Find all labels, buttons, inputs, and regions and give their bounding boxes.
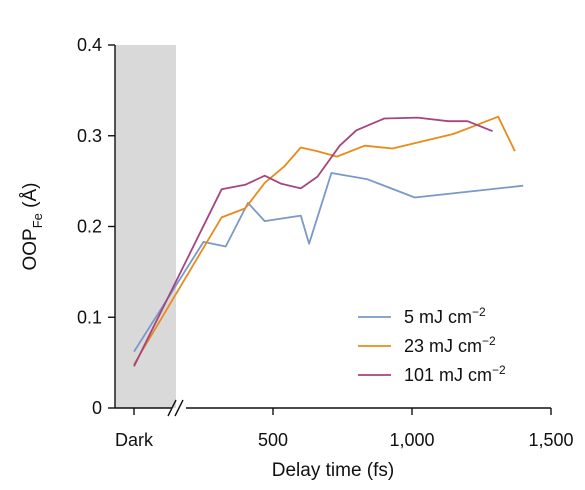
x-axis-title: Delay time (fs) bbox=[272, 460, 394, 481]
series-line-2 bbox=[133, 115, 516, 365]
legend-label: 5 mJ cm−2 bbox=[404, 305, 486, 327]
y-tick-label: 0 bbox=[92, 398, 102, 418]
y-axis-title-main: OOP bbox=[20, 228, 41, 270]
y-axis-title: OOPFe (Å) bbox=[20, 182, 45, 270]
series-layer bbox=[133, 115, 524, 367]
series-line-3 bbox=[133, 116, 493, 367]
y-ticks: 0 0.1 0.2 0.3 0.4 bbox=[77, 35, 115, 418]
axis-break-mark bbox=[167, 399, 184, 417]
x-tick-label: 1,000 bbox=[389, 430, 434, 450]
x-ticks: 500 1,000 1,500 bbox=[258, 408, 574, 450]
x-tick-label: 1,500 bbox=[528, 430, 573, 450]
y-tick-label: 0.1 bbox=[77, 307, 102, 327]
series-line-1 bbox=[133, 172, 524, 353]
y-tick-label: 0.2 bbox=[77, 217, 102, 237]
dark-region bbox=[115, 45, 176, 408]
y-axis-title-subscript: Fe bbox=[30, 213, 45, 228]
dark-tick-label: Dark bbox=[115, 430, 154, 450]
legend: 5 mJ cm−2 23 mJ cm−2 101 mJ cm−2 bbox=[358, 305, 506, 385]
axis-break-stroke bbox=[174, 399, 184, 417]
x-tick-label: 500 bbox=[258, 430, 288, 450]
legend-label: 23 mJ cm−2 bbox=[404, 334, 496, 356]
y-axis-title-unit: (Å) bbox=[20, 182, 41, 213]
y-tick-label: 0.4 bbox=[77, 35, 102, 55]
axis-break-stroke bbox=[167, 399, 177, 417]
y-tick-label: 0.3 bbox=[77, 126, 102, 146]
legend-label: 101 mJ cm−2 bbox=[404, 363, 506, 385]
